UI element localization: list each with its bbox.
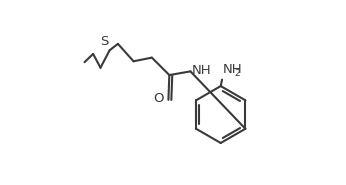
- Text: NH: NH: [223, 63, 243, 76]
- Text: 2: 2: [234, 69, 240, 78]
- Text: O: O: [153, 92, 164, 105]
- Text: S: S: [100, 36, 109, 48]
- Text: NH: NH: [192, 64, 211, 77]
